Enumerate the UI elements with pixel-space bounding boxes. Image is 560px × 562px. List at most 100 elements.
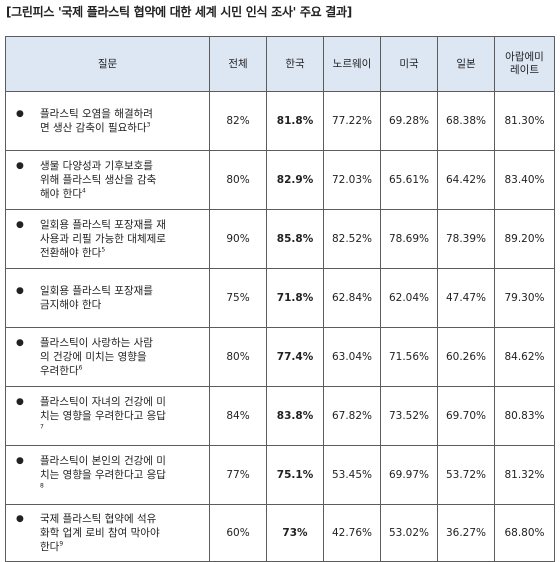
value-cell-korea: 81.8%: [266, 91, 324, 151]
value-cell-usa: 71.56%: [380, 327, 438, 387]
bullet-icon: ●: [16, 514, 24, 524]
question-cell: ● 플라스틱이 본인의 건강에 미치는 영향을 우려한다고 응답8: [5, 445, 210, 505]
value-cell-japan: 53.72%: [437, 445, 495, 505]
value-cell-uae: 68.80%: [494, 504, 555, 562]
header-row: 질문 전체 한국 노르웨이 미국 일본 아랍에미레이트: [5, 36, 555, 92]
value-cell-total: 90%: [209, 209, 267, 269]
footnote-marker: 7: [40, 423, 44, 431]
header-total: 전체: [209, 36, 267, 92]
table-row: ● 플라스틱이 사랑하는 사람의 건강에 미치는 영향을 우려한다6 80% 77.4…: [5, 327, 555, 387]
question-label: 생물 다양성과 기후보호를 위해 플라스틱 생산을 감축해야 한다: [40, 160, 157, 200]
value-cell-norway: 72.03%: [323, 150, 381, 210]
table-row: ● 플라스틱이 본인의 건강에 미치는 영향을 우려한다고 응답8 77% 75.1%…: [5, 445, 555, 505]
table-row: ● 생물 다양성과 기후보호를 위해 플라스틱 생산을 감축해야 한다4 80% 82…: [5, 150, 555, 210]
table-row: ● 플라스틱 오염을 해결하려면 생산 감축이 필요하다3 82% 81.8% 77.2…: [5, 91, 555, 151]
value-cell-uae: 80.83%: [494, 386, 555, 446]
value-cell-usa: 73.52%: [380, 386, 438, 446]
survey-results-table: 질문 전체 한국 노르웨이 미국 일본 아랍에미레이트 ● 플라스틱 오염을 해결…: [5, 36, 555, 562]
value-cell-korea: 73%: [266, 504, 324, 562]
footnote-marker: 9: [59, 540, 64, 548]
question-label: 일회용 플라스틱 포장재를 재사용과 리필 가능한 대체제로 전환해야 한다: [40, 219, 166, 259]
question-text: 생물 다양성과 기후보호를 위해 플라스틱 생산을 감축해야 한다4: [40, 159, 162, 201]
table-row: ● 국제 플라스틱 협약에 석유화학 업계 로비 참여 막아야 한다9 60% 73%…: [5, 504, 555, 562]
value-cell-norway: 77.22%: [323, 91, 381, 151]
question-label: 플라스틱 오염을 해결하려면 생산 감축이 필요하다: [40, 108, 153, 134]
question-cell: ● 국제 플라스틱 협약에 석유화학 업계 로비 참여 막아야 한다9: [5, 504, 210, 562]
bullet-icon: ●: [16, 109, 24, 119]
value-cell-total: 77%: [209, 445, 267, 505]
question-text: 일회용 플라스틱 포장재를 금지해야 한다: [40, 284, 158, 312]
value-cell-korea: 83.8%: [266, 386, 324, 446]
bullet-icon: ●: [16, 161, 24, 171]
value-cell-norway: 82.52%: [323, 209, 381, 269]
value-cell-total: 80%: [209, 327, 267, 387]
value-cell-total: 80%: [209, 150, 267, 210]
table-caption: [그린피스 '국제 플라스틱 협약에 대한 세계 시민 인식 조사' 주요 결과…: [6, 5, 352, 19]
value-cell-japan: 47.47%: [437, 268, 495, 328]
footnote-marker: 8: [40, 482, 44, 490]
value-cell-japan: 36.27%: [437, 504, 495, 562]
question-text: 국제 플라스틱 협약에 석유화학 업계 로비 참여 막아야 한다9: [40, 512, 162, 554]
question-text: 일회용 플라스틱 포장재를 재사용과 리필 가능한 대체제로 전환해야 한다5: [40, 218, 168, 260]
value-cell-korea: 77.4%: [266, 327, 324, 387]
bullet-icon: ●: [16, 220, 24, 230]
question-text: 플라스틱이 본인의 건강에 미치는 영향을 우려한다고 응답8: [40, 454, 166, 496]
header-uae: 아랍에미레이트: [494, 36, 555, 92]
table-row: ● 일회용 플라스틱 포장재를 재사용과 리필 가능한 대체제로 전환해야 한다5…: [5, 209, 555, 269]
question-label: 플라스틱이 본인의 건강에 미치는 영향을 우려한다고 응답: [40, 455, 166, 481]
value-cell-uae: 79.30%: [494, 268, 555, 328]
value-cell-norway: 42.76%: [323, 504, 381, 562]
header-usa: 미국: [380, 36, 438, 92]
question-cell: ● 플라스틱 오염을 해결하려면 생산 감축이 필요하다3: [5, 91, 210, 151]
value-cell-total: 60%: [209, 504, 267, 562]
value-cell-total: 84%: [209, 386, 267, 446]
question-cell: ● 일회용 플라스틱 포장재를 재사용과 리필 가능한 대체제로 전환해야 한다5: [5, 209, 210, 269]
value-cell-japan: 68.38%: [437, 91, 495, 151]
question-label: 국제 플라스틱 협약에 석유화학 업계 로비 참여 막아야 한다: [40, 513, 160, 553]
question-text: 플라스틱이 사랑하는 사람의 건강에 미치는 영향을 우려한다6: [40, 336, 158, 378]
value-cell-uae: 81.32%: [494, 445, 555, 505]
value-cell-norway: 63.04%: [323, 327, 381, 387]
value-cell-korea: 71.8%: [266, 268, 324, 328]
value-cell-japan: 69.70%: [437, 386, 495, 446]
value-cell-usa: 62.04%: [380, 268, 438, 328]
value-cell-usa: 78.69%: [380, 209, 438, 269]
footnote-marker: 5: [101, 246, 106, 254]
value-cell-uae: 89.20%: [494, 209, 555, 269]
header-question: 질문: [5, 36, 210, 92]
footnote-marker: 3: [146, 121, 151, 129]
value-cell-total: 82%: [209, 91, 267, 151]
bullet-icon: ●: [16, 338, 24, 348]
bullet-icon: ●: [16, 397, 24, 407]
question-label: 플라스틱이 자녀의 건강에 미치는 영향을 우려한다고 응답: [40, 396, 166, 422]
value-cell-japan: 78.39%: [437, 209, 495, 269]
bullet-icon: ●: [16, 456, 24, 466]
question-cell: ● 플라스틱이 자녀의 건강에 미치는 영향을 우려한다고 응답7: [5, 386, 210, 446]
table-row: ● 일회용 플라스틱 포장재를 금지해야 한다 75% 71.8% 62.84% 62.0…: [5, 268, 555, 328]
question-cell: ● 생물 다양성과 기후보호를 위해 플라스틱 생산을 감축해야 한다4: [5, 150, 210, 210]
header-norway: 노르웨이: [323, 36, 381, 92]
bullet-icon: ●: [16, 286, 24, 296]
header-japan: 일본: [437, 36, 495, 92]
value-cell-usa: 69.97%: [380, 445, 438, 505]
value-cell-usa: 65.61%: [380, 150, 438, 210]
value-cell-uae: 83.40%: [494, 150, 555, 210]
value-cell-norway: 53.45%: [323, 445, 381, 505]
value-cell-japan: 60.26%: [437, 327, 495, 387]
header-korea: 한국: [266, 36, 324, 92]
question-label: 플라스틱이 사랑하는 사람의 건강에 미치는 영향을 우려한다: [40, 337, 153, 377]
footnote-marker: 6: [78, 364, 83, 372]
question-cell: ● 일회용 플라스틱 포장재를 금지해야 한다: [5, 268, 210, 328]
footnote-marker: 4: [81, 187, 86, 195]
value-cell-japan: 64.42%: [437, 150, 495, 210]
value-cell-usa: 53.02%: [380, 504, 438, 562]
table-row: ● 플라스틱이 자녀의 건강에 미치는 영향을 우려한다고 응답7 84% 83.8%…: [5, 386, 555, 446]
value-cell-norway: 67.82%: [323, 386, 381, 446]
value-cell-korea: 82.9%: [266, 150, 324, 210]
value-cell-uae: 81.30%: [494, 91, 555, 151]
value-cell-norway: 62.84%: [323, 268, 381, 328]
value-cell-usa: 69.28%: [380, 91, 438, 151]
value-cell-uae: 84.62%: [494, 327, 555, 387]
question-cell: ● 플라스틱이 사랑하는 사람의 건강에 미치는 영향을 우려한다6: [5, 327, 210, 387]
value-cell-korea: 75.1%: [266, 445, 324, 505]
